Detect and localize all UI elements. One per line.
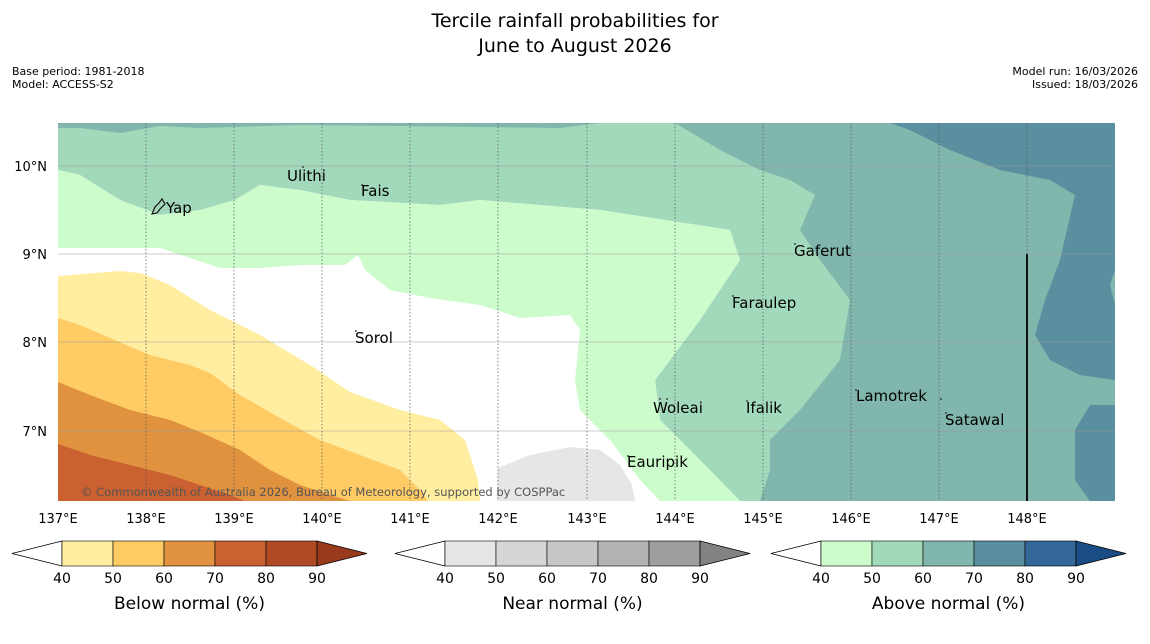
below-normal-70-region: [58, 444, 245, 501]
below-normal-colorbar-segment: [112, 540, 165, 567]
above-normal-60-top-strip: [58, 123, 600, 133]
above-normal-colorbar-tick-label: 90: [1067, 571, 1085, 587]
lon-label-142e: 142°E: [478, 512, 518, 527]
lat-label-10n: 10°N: [14, 160, 47, 175]
probability-field: [58, 123, 1115, 501]
above-normal-colorbar-segment: [820, 540, 873, 567]
below-normal-colorbar-segment: [61, 540, 114, 567]
place-satawal: Satawal: [945, 411, 1004, 429]
below-normal-colorbar-tick-label: 70: [206, 571, 224, 587]
island-markers: [302, 166, 947, 457]
title-line-2: June to August 2026: [478, 35, 672, 57]
above-normal-colorbar-low-extension: [770, 540, 822, 567]
below-normal-colorbar-segment: [163, 540, 216, 567]
below-normal-colorbar: 40 50 60 70 80 90 Below normal (%): [11, 540, 368, 614]
below-normal-colorbar-tick-label: 80: [257, 571, 275, 587]
below-normal-colorbar-tick-label: 40: [53, 571, 71, 587]
below-normal-colorbar-tick-label: 90: [308, 571, 326, 587]
meta-info-left: Base period: 1981-2018 Model: ACCESS-S2: [12, 65, 144, 91]
below-normal-colorbar-high-extension: [316, 540, 368, 567]
below-normal-colorbar-segment: [265, 540, 318, 567]
place-faraulep: Faraulep: [732, 294, 796, 312]
map-title: Tercile rainfall probabilities for June …: [0, 9, 1150, 59]
below-normal-colorbar-low-extension: [11, 540, 63, 567]
above-normal-colorbar-segment: [1024, 540, 1077, 567]
near-normal-colorbar-low-extension: [394, 540, 446, 567]
issued-text: Issued: 18/03/2026: [1031, 78, 1138, 91]
legend-colorbars: 40 50 60 70 80 90 Below normal (%) 40 50 60 70 80 90…: [11, 540, 1127, 614]
above-normal-colorbar-segment: [922, 540, 975, 567]
yap-island-shape: [150, 197, 166, 215]
above-normal-40-region: [58, 170, 740, 501]
lon-label-141e: 141°E: [390, 512, 430, 527]
base-period-text: Base period: 1981-2018: [12, 65, 145, 78]
lon-label-144e: 144°E: [655, 512, 695, 527]
above-normal-60-region: [675, 123, 1115, 501]
near-normal-colorbar-segment: [546, 540, 599, 567]
below-normal-colorbar-tick-label: 50: [104, 571, 122, 587]
place-labels: Ulithi Fais Yap Gaferut Faraulep Sorol L…: [165, 167, 1004, 471]
lon-label-137e: 137°E: [38, 512, 78, 527]
lon-label-139e: 139°E: [214, 512, 254, 527]
latitude-labels: 10°N 9°N 8°N 7°N: [14, 160, 47, 440]
above-normal-colorbar-title: Above normal (%): [872, 594, 1025, 614]
above-normal-colorbar-segment: [871, 540, 924, 567]
place-gaferut: Gaferut: [794, 242, 851, 260]
above-normal-70-region: [890, 123, 1115, 501]
longitude-labels: 137°E 138°E 139°E 140°E 141°E 142°E 143°…: [38, 512, 1047, 527]
above-normal-colorbar-tick-label: 60: [914, 571, 932, 587]
near-normal-colorbar-tick-label: 80: [640, 571, 658, 587]
place-yap: Yap: [165, 199, 192, 217]
copyright-notice: © Commonwealth of Australia 2026, Bureau…: [81, 485, 565, 499]
near-normal-colorbar: 40 50 60 70 80 90 Near normal (%): [394, 540, 751, 614]
model-text: Model: ACCESS-S2: [12, 78, 114, 91]
above-normal-60-notch: [1110, 270, 1115, 305]
above-normal-colorbar-tick-label: 40: [812, 571, 830, 587]
title-line-1: Tercile rainfall probabilities for: [431, 10, 719, 32]
above-normal-colorbar-segment: [973, 540, 1026, 567]
model-run-text: Model run: 16/03/2026: [1012, 65, 1138, 78]
near-normal-colorbar-title: Near normal (%): [502, 594, 642, 614]
lon-label-148e: 148°E: [1007, 512, 1047, 527]
above-normal-colorbar: 40 50 60 70 80 90 Above normal (%): [770, 540, 1127, 614]
place-ifalik: Ifalik: [746, 399, 782, 417]
near-normal-colorbar-tick-label: 40: [436, 571, 454, 587]
place-sorol: Sorol: [355, 329, 393, 347]
near-normal-40-region: [497, 447, 635, 501]
lon-label-147e: 147°E: [919, 512, 959, 527]
near-normal-colorbar-tick-label: 60: [538, 571, 556, 587]
place-ulithi: Ulithi: [287, 167, 326, 185]
above-normal-colorbar-high-extension: [1075, 540, 1127, 567]
below-normal-colorbar-title: Below normal (%): [114, 594, 265, 614]
below-normal-colorbar-segment: [214, 540, 267, 567]
place-woleai: Woleai: [653, 399, 703, 417]
place-lamotrek: Lamotrek: [856, 387, 927, 405]
lon-label-143e: 143°E: [567, 512, 607, 527]
lon-label-146e: 146°E: [831, 512, 871, 527]
above-normal-colorbar-tick-label: 50: [863, 571, 881, 587]
near-normal-colorbar-tick-label: 90: [691, 571, 709, 587]
near-normal-colorbar-segment: [444, 540, 497, 567]
lat-label-9n: 9°N: [23, 248, 48, 263]
near-normal-colorbar-segment: [648, 540, 701, 567]
lon-label-138e: 138°E: [126, 512, 166, 527]
near-normal-colorbar-tick-label: 70: [589, 571, 607, 587]
near-normal-colorbar-tick-label: 50: [487, 571, 505, 587]
lon-label-140e: 140°E: [302, 512, 342, 527]
below-normal-colorbar-tick-label: 60: [155, 571, 173, 587]
place-eauripik: Eauripik: [627, 453, 688, 471]
above-normal-colorbar-tick-label: 70: [965, 571, 983, 587]
above-normal-colorbar-tick-label: 80: [1016, 571, 1034, 587]
lat-label-8n: 8°N: [23, 336, 48, 351]
near-normal-colorbar-segment: [495, 540, 548, 567]
place-fais: Fais: [361, 182, 390, 200]
meta-info-right: Model run: 16/03/2026 Issued: 18/03/2026: [1012, 65, 1138, 91]
near-normal-colorbar-segment: [597, 540, 650, 567]
lat-label-7n: 7°N: [23, 425, 48, 440]
near-normal-colorbar-high-extension: [699, 540, 751, 567]
lon-label-145e: 145°E: [743, 512, 783, 527]
